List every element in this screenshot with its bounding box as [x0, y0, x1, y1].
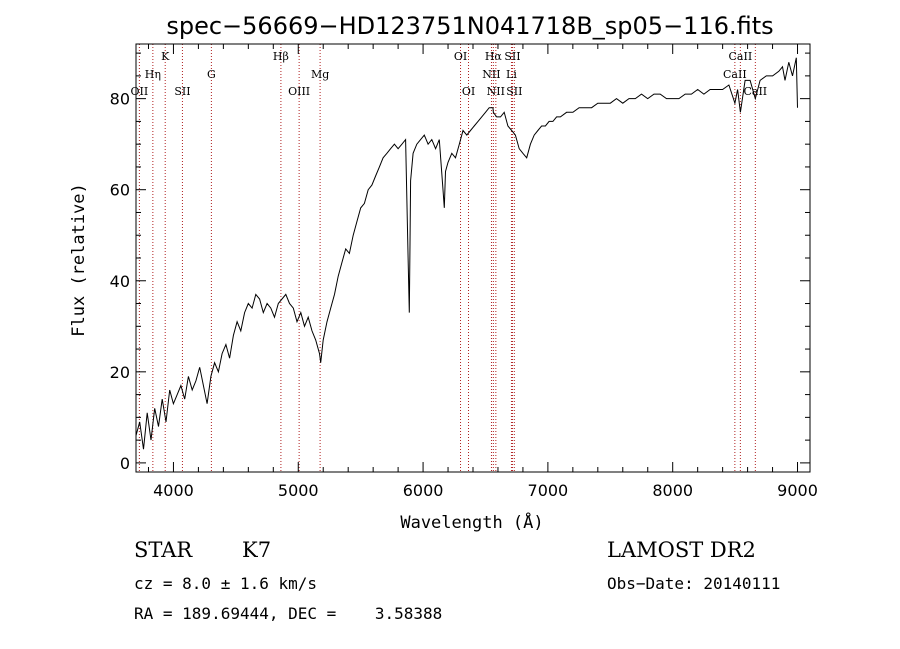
line-label-11: NII: [482, 68, 500, 81]
line-label-13: SII: [504, 50, 520, 63]
observation-date: Obs−Date: 20140111: [607, 574, 781, 593]
line-label-17: CaII: [729, 50, 753, 63]
x-axis-label: Wavelength (Å): [400, 511, 543, 533]
spectral-line-labels: OIIHηKSIIGHβOIIIMgOIOIHαNIINIISIILiSIICa…: [131, 50, 768, 98]
x-tick-label-0: 4000: [153, 481, 194, 500]
plot-frame: [135, 43, 811, 473]
line-label-14: Li: [506, 68, 517, 81]
line-label-1: Hη: [145, 68, 161, 81]
line-label-6: OIII: [288, 85, 310, 98]
y-tick-label-2: 40: [110, 272, 130, 291]
y-tick-label-1: 20: [110, 363, 130, 382]
chart-title: spec−56669−HD123751N041718B_sp05−116.fit…: [166, 12, 773, 40]
line-label-9: OI: [462, 85, 475, 98]
x-tick-label-2: 6000: [403, 481, 444, 500]
object-class: STAR: [134, 538, 193, 562]
line-label-2: K: [161, 50, 170, 63]
line-label-3: SII: [174, 85, 190, 98]
x-tick-label-3: 7000: [528, 481, 569, 500]
survey-name: LAMOST DR2: [607, 538, 756, 562]
y-tick-label-4: 80: [110, 90, 130, 109]
line-label-16: CaII: [723, 68, 747, 81]
spectral-line-markers: [138, 44, 756, 472]
y-tick-label-3: 60: [110, 181, 130, 200]
line-label-7: Mg: [311, 68, 329, 81]
line-label-15: SII: [506, 85, 522, 98]
y-axis: 0 20 40 60 80: [110, 52, 810, 473]
redshift-cz: cz = 8.0 ± 1.6 km/s: [134, 574, 318, 593]
line-label-0: OII: [131, 85, 149, 98]
x-axis: 4000 5000 6000 7000 8000 9000: [147, 44, 818, 500]
x-tick-label-5: 9000: [777, 481, 818, 500]
spectrum-line: [135, 57, 798, 450]
x-tick-label-4: 8000: [652, 481, 693, 500]
line-label-18: CaII: [743, 85, 767, 98]
line-label-10: Hα: [485, 50, 503, 63]
y-tick-label-0: 0: [120, 454, 130, 473]
line-label-5: Hβ: [273, 50, 289, 63]
coordinates: RA = 189.69444, DEC = 3.58388: [134, 604, 443, 623]
line-label-8: OI: [454, 50, 467, 63]
y-axis-label: Flux (relative): [69, 183, 89, 337]
line-label-4: G: [207, 68, 216, 81]
x-tick-label-1: 5000: [278, 481, 319, 500]
line-label-12: NII: [487, 85, 505, 98]
object-subclass: K7: [242, 538, 272, 562]
